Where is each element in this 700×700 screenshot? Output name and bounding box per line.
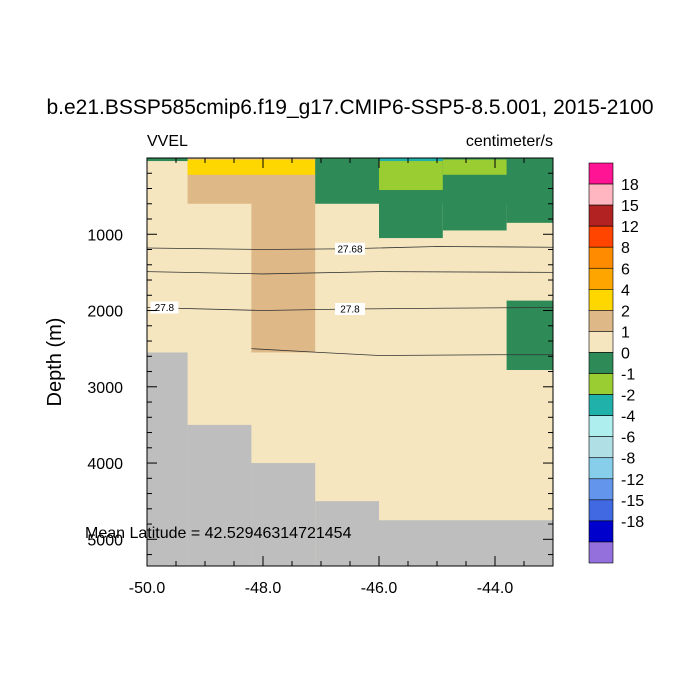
y-axis: 1000 2000 3000 4000 5000 — [87, 172, 553, 556]
colorbar-swatch — [588, 436, 614, 459]
data-cell — [379, 159, 443, 191]
data-cell — [506, 300, 553, 371]
colorbar-label: -18 — [621, 514, 644, 531]
colorbar-swatch — [588, 162, 614, 185]
x-tick-label: -50.0 — [129, 580, 166, 597]
colorbar-swatch — [588, 415, 614, 437]
colorbar-label: 4 — [621, 282, 630, 299]
colorbar-swatch — [588, 267, 614, 290]
y-tick-label: 2000 — [87, 304, 123, 321]
colorbar-swatch — [588, 289, 614, 311]
mean-latitude-annotation: Mean Latitude = 42.52946314721454 — [85, 525, 352, 542]
colorbar-swatch — [588, 352, 614, 374]
contour-label-background — [150, 301, 179, 314]
x-tick-label: -46.0 — [361, 580, 398, 597]
colorbar-label: 6 — [621, 261, 630, 278]
data-cell — [506, 158, 553, 223]
colorbar-swatch — [588, 331, 614, 353]
y-tick-label: 1000 — [87, 227, 123, 244]
density-contour-line — [146, 271, 554, 275]
colorbar-label: -1 — [621, 367, 635, 384]
y-tick-label: 4000 — [87, 456, 123, 473]
data-cell — [379, 158, 443, 162]
land-mask-cell — [147, 352, 188, 566]
chart-title: b.e21.BSSP585cmip6.f19_g17.CMIP6-SSP5-8.… — [46, 96, 653, 119]
colorbar-label: -15 — [621, 493, 644, 510]
x-tick-label: -44.0 — [477, 580, 514, 597]
contour-label-background — [335, 242, 365, 255]
contour-label: 27.8 — [155, 303, 175, 314]
colorbar-swatch — [588, 457, 614, 480]
colorbar-label: 18 — [621, 177, 639, 194]
land-mask-cell — [379, 520, 553, 566]
colorbar-label: 1 — [621, 324, 630, 341]
x-axis: -50.0 -48.0 -46.0 -44.0 — [129, 158, 554, 597]
x-tick-label: -48.0 — [245, 580, 282, 597]
colorbar-label: -4 — [621, 409, 635, 426]
colorbar-swatch — [588, 373, 614, 395]
colorbar-label: -6 — [621, 430, 635, 447]
land-mask-cell — [187, 424, 252, 566]
colorbar-label: 15 — [621, 198, 639, 215]
contour-label-background — [335, 302, 365, 315]
colorbar-swatch — [588, 541, 614, 564]
data-cell — [187, 159, 316, 175]
colorbar-label: -8 — [621, 451, 635, 468]
units-label: centimeter/s — [466, 133, 553, 150]
data-cell — [147, 158, 188, 162]
colorbar-swatch — [588, 394, 614, 416]
colorbar-label: 8 — [621, 240, 630, 257]
colorbar-swatch — [588, 183, 614, 206]
contour-label: 27.8 — [340, 304, 360, 315]
land-mask-cell — [315, 501, 379, 566]
data-cell — [251, 158, 316, 353]
land-mask-cell — [251, 463, 316, 566]
colorbar-swatch — [588, 310, 614, 332]
colorbar-swatch — [588, 499, 614, 522]
colorbar-swatch — [588, 520, 614, 543]
colorbar-swatch — [588, 246, 614, 269]
colorbar-swatch — [588, 478, 614, 501]
colorbar-label: 12 — [621, 219, 639, 236]
density-contour-line — [251, 348, 553, 356]
colorbar-swatch — [588, 204, 614, 227]
y-tick-label: 5000 — [87, 532, 123, 549]
data-cell — [442, 159, 507, 175]
colorbar-label: 2 — [621, 303, 630, 320]
colorbar-swatch — [588, 225, 614, 248]
plot-area: 27.68 27.8 27.8 — [146, 158, 554, 566]
variable-label: VVEL — [147, 133, 188, 150]
colorbar: 18 15 12 8 6 4 2 1 0 -1 -2 -4 -6 -8 -12 -15 -18 — [588, 162, 644, 564]
y-axis-label: Depth (m) — [44, 318, 66, 407]
colorbar-label: -2 — [621, 388, 635, 405]
y-tick-label: 3000 — [87, 380, 123, 397]
contour-label: 27.68 — [337, 244, 362, 255]
colorbar-label: 0 — [621, 345, 630, 362]
colorbar-label: -12 — [621, 472, 644, 489]
